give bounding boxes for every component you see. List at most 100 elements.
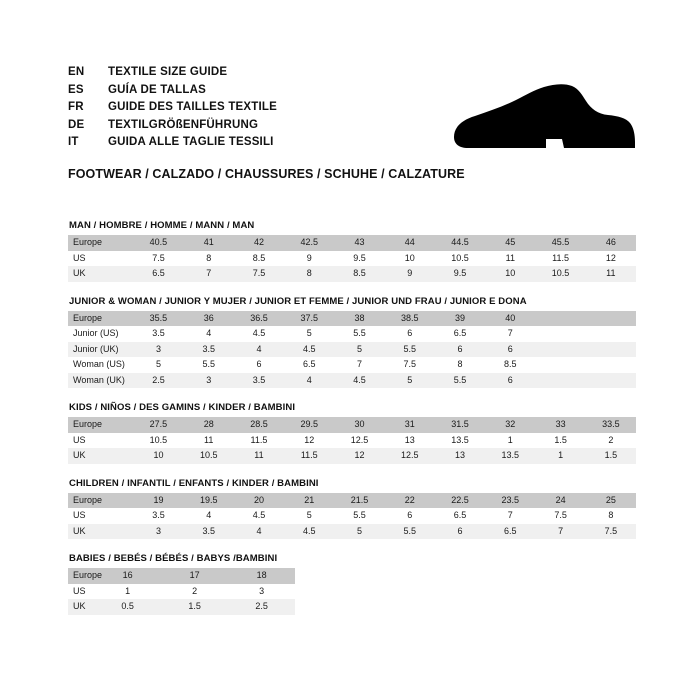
size-cell: 5.5 xyxy=(453,374,467,385)
size-cell: 7 xyxy=(558,525,564,536)
size-cell: 5 xyxy=(155,359,161,369)
language-code: IT xyxy=(68,136,79,148)
size-cell: 6.5 xyxy=(453,510,467,520)
size-cell: 1 xyxy=(125,585,131,596)
size-cell: 12 xyxy=(354,450,365,460)
language-title: TEXTILGRÖßENFÜHRUNG xyxy=(108,118,259,131)
size-cell: 8.5 xyxy=(252,252,266,263)
guide-header: EN TEXTILE SIZE GUIDE ES GUÍA DE TALLAS FR GU… xyxy=(68,64,628,181)
size-cell: 1.5 xyxy=(554,434,567,445)
column-header-size: 30 xyxy=(354,419,365,429)
column-header-size: 31.5 xyxy=(451,419,469,429)
column-header-size: 25 xyxy=(605,494,616,505)
column-header-size: 41 xyxy=(203,237,214,247)
size-cell: 10.5 xyxy=(149,434,168,445)
column-header-size: 36 xyxy=(203,312,214,323)
size-cell: 8 xyxy=(306,268,312,278)
size-cell: 7.5 xyxy=(554,510,567,520)
size-cell: 12 xyxy=(605,252,616,263)
size-cell: 5 xyxy=(407,374,413,385)
size-cell: 2.5 xyxy=(255,601,268,611)
size-cell: 10 xyxy=(404,252,415,263)
column-header-size xyxy=(586,311,636,327)
column-header-size: 28.5 xyxy=(250,419,268,429)
size-cell xyxy=(586,342,636,358)
size-table-junior-woman: Europe 35.5 36 36.5 37.5 38 38.5 39 40 Junior (US… xyxy=(68,310,636,388)
column-header-size: 24 xyxy=(555,494,566,505)
column-header-size: 33.5 xyxy=(602,419,620,429)
section-heading: JUNIOR & WOMAN / JUNIOR Y MUJER / JUNIOR… xyxy=(69,295,527,307)
size-cell: 4 xyxy=(306,374,312,385)
size-cell: 6 xyxy=(457,525,463,536)
table-row: UK 0.5 1.5 2.5 xyxy=(68,599,296,615)
column-header-size: 17 xyxy=(189,570,200,580)
size-cell: 13 xyxy=(455,450,466,460)
table-row: Woman (UK) 2.5 3 3.5 4 4.5 5 5.5 6 xyxy=(68,372,636,388)
size-cell: 8 xyxy=(206,252,212,263)
section-spacer xyxy=(68,615,636,629)
table-row: US 7.5 8 8.5 9 9.5 10 10.5 11 11.5 12 xyxy=(68,250,636,266)
column-header-size: 21 xyxy=(304,494,315,505)
column-header-size: 44 xyxy=(404,237,415,247)
table-row: UK 3 3.5 4 4.5 5 5.5 6 6.5 7 7.5 xyxy=(68,523,636,539)
size-cell: 8 xyxy=(457,359,463,369)
size-cell: 4.5 xyxy=(252,328,266,338)
row-label: UK xyxy=(73,601,86,611)
table-row: US 1 2 3 xyxy=(68,583,296,599)
column-header-size: 27.5 xyxy=(149,419,168,429)
size-cell: 13.5 xyxy=(451,434,469,445)
dress-shoe-icon xyxy=(446,82,636,160)
size-section-man: MAN / HOMBRE / HOMME / MANN / MAN Europe 4… xyxy=(68,220,636,296)
column-header-size: 36.5 xyxy=(250,312,268,323)
size-cell: 6 xyxy=(256,359,262,369)
size-cell: 3.5 xyxy=(152,328,165,338)
size-cell: 13 xyxy=(404,434,415,445)
row-label: UK xyxy=(73,268,86,278)
column-header-label: Europe xyxy=(73,237,103,247)
table-header-row: Europe 19 19.5 20 21 21.5 22 22.5 23.5 24 25 xyxy=(68,492,636,508)
table-row: Junior (US) 3.5 4 4.5 5 5.5 6 6.5 7 xyxy=(68,326,636,342)
size-cell: 6 xyxy=(457,343,463,354)
row-label: Junior (UK) xyxy=(73,343,119,354)
column-header-size: 22.5 xyxy=(451,494,469,505)
size-cell: 7 xyxy=(507,328,513,338)
size-cell: 1 xyxy=(558,450,564,460)
size-cell: 3.5 xyxy=(252,374,266,385)
table-header-row: Europe 27.5 28 28.5 29.5 30 31 31.5 32 33 33.5 xyxy=(68,417,636,433)
size-cell: 7.5 xyxy=(152,252,165,263)
size-cell: 5 xyxy=(306,510,312,520)
column-header-label: Europe xyxy=(73,570,103,580)
size-cell: 7 xyxy=(507,510,513,520)
size-cell xyxy=(535,357,585,373)
size-cell: 6 xyxy=(507,343,513,354)
column-header-size: 35.5 xyxy=(149,312,168,323)
size-cell xyxy=(535,342,585,358)
size-tables: MAN / HOMBRE / HOMME / MANN / MAN Europe 4… xyxy=(68,220,636,629)
size-cell: 7.5 xyxy=(604,525,618,536)
language-row: IT GUIDA ALLE TAGLIE TESSILI xyxy=(68,134,628,152)
column-header-size: 19.5 xyxy=(199,494,218,505)
column-header-size: 18 xyxy=(256,570,267,580)
section-heading: KIDS / NIÑOS / DES GAMINS / KINDER / BAM… xyxy=(69,402,296,413)
size-cell: 11.5 xyxy=(300,450,318,460)
column-header-size: 19 xyxy=(153,494,164,505)
section-heading: BABIES / BEBÉS / BÉBÉS / BABYS /BAMBINI xyxy=(69,553,278,564)
size-cell: 7.5 xyxy=(403,359,417,369)
size-cell: 10.5 xyxy=(551,268,570,278)
table-header-row: Europe 16 17 18 xyxy=(68,568,296,584)
language-title-list: EN TEXTILE SIZE GUIDE ES GUÍA DE TALLAS FR GU… xyxy=(68,64,628,152)
size-cell: 11.5 xyxy=(552,252,569,263)
column-header-size: 45.5 xyxy=(551,237,570,247)
size-cell: 6.5 xyxy=(504,525,517,536)
size-cell: 3 xyxy=(155,343,161,354)
section-heading: MAN / HOMBRE / HOMME / MANN / MAN xyxy=(69,220,255,231)
column-header-size: 16 xyxy=(122,570,133,580)
language-code: FR xyxy=(68,101,84,113)
size-cell: 4.5 xyxy=(302,343,316,354)
column-header-size: 31 xyxy=(404,419,415,429)
size-cell: 1.5 xyxy=(604,450,618,460)
table-row: Woman (US) 5 5.5 6 6.5 7 7.5 8 8.5 xyxy=(68,357,636,373)
size-cell: 8.5 xyxy=(353,268,366,278)
column-header-size: 22 xyxy=(404,494,415,505)
size-cell: 12.5 xyxy=(350,434,369,445)
